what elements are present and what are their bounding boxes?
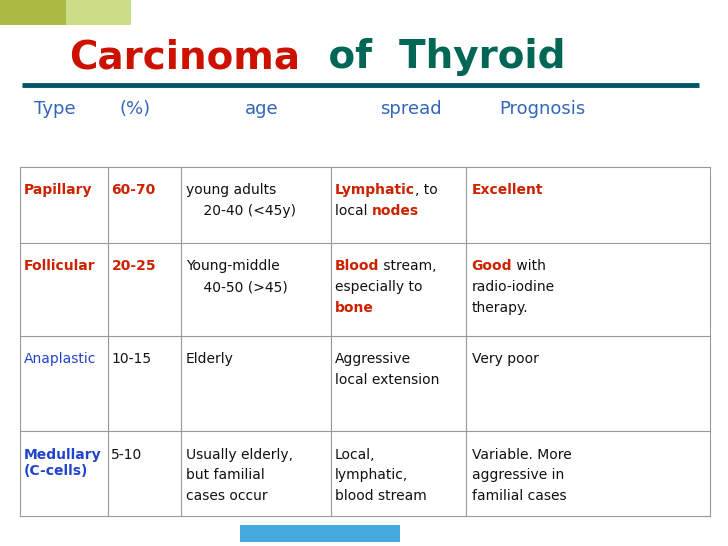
Text: 10-15: 10-15 [111,352,151,366]
Text: Young-middle: Young-middle [186,259,280,274]
Bar [0,0,66,25]
Bar [0,0,131,25]
Text: local: local [335,204,372,218]
Text: (%): (%) [119,100,150,118]
Text: Local,: Local, [335,448,376,462]
Text: of  Thyroid: of Thyroid [315,38,566,76]
Text: Type: Type [33,100,76,118]
Text: bone: bone [335,301,373,315]
Text: Aggressive: Aggressive [335,352,411,366]
Text: Elderly: Elderly [186,352,234,366]
Text: aggressive in: aggressive in [472,468,564,483]
Text: local extension: local extension [335,373,439,387]
Text: stream,: stream, [379,259,437,274]
Text: Blood: Blood [335,259,379,274]
Text: lymphatic,: lymphatic, [335,468,408,483]
Text: Papillary: Papillary [24,183,92,197]
Text: radio-iodine: radio-iodine [472,280,555,294]
Text: Medullary
(C-cells): Medullary (C-cells) [24,448,102,478]
Text: Very poor: Very poor [472,352,539,366]
Bar [240,525,400,542]
Text: Lymphatic: Lymphatic [335,183,415,197]
Text: 20-25: 20-25 [111,259,156,274]
Text: 40-50 (>45): 40-50 (>45) [186,280,288,294]
Text: cases occur: cases occur [186,489,267,503]
Text: age: age [245,100,279,118]
Text: spread: spread [381,100,442,118]
Text: 20-40 (<45y): 20-40 (<45y) [186,204,296,218]
Text: Prognosis: Prognosis [499,100,585,118]
Text: but familial: but familial [186,468,264,483]
Text: Carcinoma: Carcinoma [69,38,300,76]
Text: therapy.: therapy. [472,301,529,315]
Text: Anaplastic: Anaplastic [24,352,96,366]
Text: with: with [513,259,546,274]
Text: Variable. More: Variable. More [472,448,571,462]
Text: 5-10: 5-10 [111,448,143,462]
Text: Follicular: Follicular [24,259,95,274]
Text: , to: , to [415,183,438,197]
Text: especially to: especially to [335,280,422,294]
Text: Usually elderly,: Usually elderly, [186,448,293,462]
Text: 60-70: 60-70 [111,183,156,197]
Text: young adults: young adults [186,183,276,197]
Text: Good: Good [472,259,513,274]
Text: Excellent: Excellent [472,183,543,197]
Text: familial cases: familial cases [472,489,566,503]
Text: nodes: nodes [372,204,419,218]
Text: blood stream: blood stream [335,489,427,503]
